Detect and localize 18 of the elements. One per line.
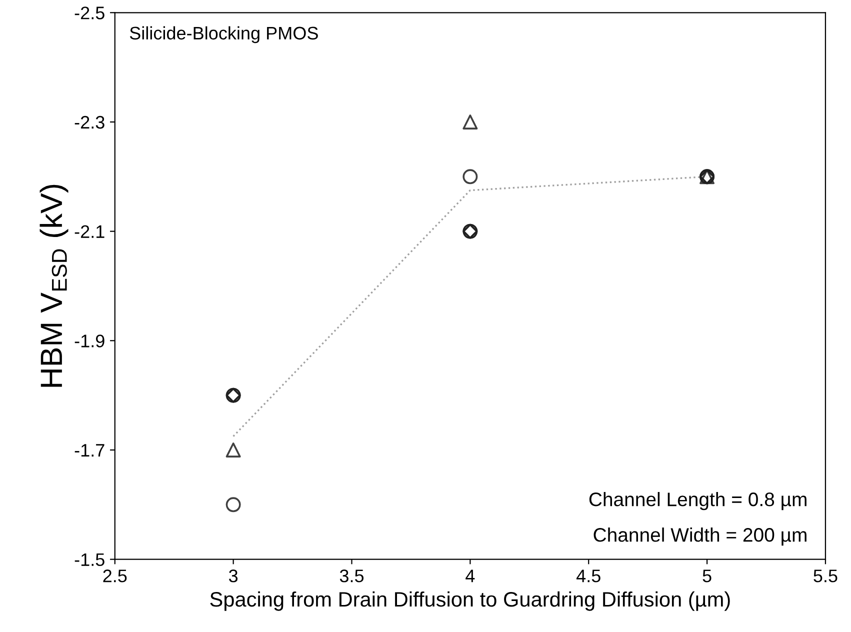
annotation: Channel Length = 0.8 µm bbox=[589, 492, 806, 510]
annotation: Channel Width = 200 µm bbox=[594, 528, 806, 546]
y-tick-label: -2.5 bbox=[74, 6, 104, 20]
x-tick-label: 3 bbox=[228, 570, 238, 582]
annotation: Silicide-Blocking PMOS bbox=[130, 26, 318, 44]
y-tick-label: -1.7 bbox=[74, 444, 104, 457]
y-tick-label: -1.9 bbox=[74, 334, 104, 348]
x-tick-label: 4.5 bbox=[576, 570, 600, 582]
y-tick-label: -2.3 bbox=[74, 116, 104, 129]
x-tick-label: 5.5 bbox=[814, 570, 838, 582]
x-tick-label: 3.5 bbox=[340, 570, 364, 582]
x-tick-label: 2.5 bbox=[103, 570, 127, 582]
y-tick-label: -1.5 bbox=[74, 553, 104, 566]
y-axis-title: HBM V$_{ESD}$ (kV) bbox=[40, 184, 68, 387]
x-tick-label: 5 bbox=[702, 570, 712, 582]
x-axis-title: Spacing from Drain Diffusion to Guardring Diffusion (µm) bbox=[210, 591, 730, 611]
x-tick-label: 4 bbox=[466, 570, 475, 582]
y-tick-label: -2.1 bbox=[74, 225, 104, 238]
